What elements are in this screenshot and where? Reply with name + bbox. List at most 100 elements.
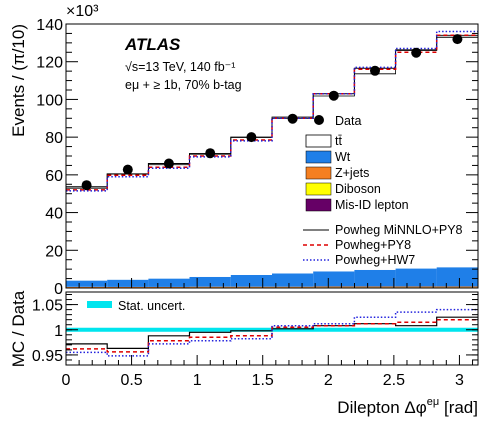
legend-item-zjets: Z+jets (305, 166, 369, 180)
data-point-2 (163, 158, 174, 169)
ratio-curve-1 (66, 318, 478, 353)
main-ytick-label-7: 140 (36, 17, 63, 34)
x-axis-title: Dilepton Δφeμ [rad] (337, 396, 478, 417)
data-point-4 (246, 132, 257, 143)
ratio-ytick-label-1: 1 (54, 323, 63, 340)
data-point-5 (287, 113, 298, 124)
ratio-xtick-label-2: 1 (193, 372, 202, 389)
stack-bar-zjets-0 (66, 286, 108, 288)
legend-item-data: Data (314, 114, 361, 128)
ratio-xtick-label-1: 0.5 (120, 372, 142, 389)
stack-bar-tt-3 (189, 153, 231, 277)
legend-item-ttbar: tt̄ (305, 134, 342, 148)
legend-wt-label: Wt (335, 150, 351, 164)
ratio-y-ticks: 0.95 1 1.05 (32, 294, 478, 365)
main-y-ticks: 0 20 40 60 80 100 120 140 (36, 17, 478, 298)
ratio-curve-0 (66, 316, 478, 349)
legend-data-label: Data (335, 114, 361, 128)
ratio-y-axis-title: MC / Data (9, 290, 28, 367)
legend-ttbar-label: tt̄ (335, 134, 342, 148)
legend-data-marker (314, 115, 324, 125)
data-point-7 (370, 65, 380, 76)
main-ytick-label-1: 20 (45, 243, 63, 260)
ratio-xtick-label-0: 0 (62, 372, 71, 389)
legend-stat-uncert-label: Stat. uncert. (118, 299, 185, 313)
legend-item-minnlo: Powheg MiNNLO+PY8 (303, 223, 463, 237)
legend-item-powheg-hw7: Powheg+HW7 (303, 253, 415, 267)
stack-bar-wt-5 (272, 273, 314, 287)
legend: Data tt̄ Wt Z+jets Diboson Mis-ID lepton (303, 114, 463, 267)
main-ytick-label-3: 60 (45, 168, 63, 185)
data-point-1 (122, 164, 133, 175)
data-points (81, 34, 463, 191)
legend-item-wt: Wt (305, 150, 351, 164)
legend-zjets-label: Z+jets (335, 166, 369, 180)
stack-bar-tt-2 (148, 164, 190, 279)
main-ytick-label-6: 120 (36, 55, 63, 72)
model-curves (66, 30, 478, 192)
stack-bar-zjets-1 (107, 286, 149, 288)
stack-bar-zjets-7 (354, 286, 396, 288)
legend-misid-label: Mis-ID lepton (335, 198, 409, 212)
legend-diboson-label: Diboson (335, 182, 381, 196)
data-point-3 (205, 148, 216, 159)
main-ytick-label-2: 40 (45, 206, 63, 223)
legend-powheg-hw7-label: Powheg+HW7 (335, 253, 415, 267)
legend-wt-swatch (305, 150, 332, 164)
y-scale-label: ×10³ (66, 3, 99, 20)
stack-bar-wt-0 (66, 280, 108, 287)
ratio-curves (66, 308, 478, 357)
main-y-axis-title: Events / (π/10) (9, 24, 28, 137)
legend-minnlo-label: Powheg MiNNLO+PY8 (335, 223, 463, 237)
data-point-0 (81, 180, 92, 191)
ratio-xtick-label-6: 3 (455, 372, 464, 389)
stack-bar-zjets-9 (436, 286, 478, 288)
ratio-ytick-label-0: 0.95 (32, 348, 63, 365)
data-point-8 (411, 47, 422, 58)
data-point-6 (328, 90, 339, 101)
main-ytick-label-0: 0 (54, 281, 63, 298)
legend-ttbar-swatch (305, 134, 332, 148)
stack-bar-wt-3 (189, 276, 231, 287)
stack-bar-wt-1 (107, 279, 149, 287)
legend-misid-swatch (305, 198, 332, 212)
legend-item-stat-uncert: Stat. uncert. (87, 299, 185, 313)
ratio-ytick-label-2: 1.05 (32, 298, 63, 315)
stack-bar-tt-7 (354, 73, 396, 270)
main-x-ticks (65, 278, 474, 288)
ratio-panel: 0.95 1 1.05 0 0.5 1 1.5 2 2.5 3 Stat. uncert. MC… (9, 290, 479, 417)
stack-bar-wt-4 (230, 275, 272, 287)
stack-bar-tt-8 (395, 49, 437, 269)
legend-powheg-py8-label: Powheg+PY8 (335, 238, 411, 252)
stack-bar-wt-7 (354, 269, 396, 287)
legend-zjets-swatch (305, 166, 332, 180)
legend-item-misid: Mis-ID lepton (305, 198, 409, 212)
data-point-9 (452, 34, 463, 45)
ratio-plot-frame (65, 291, 479, 366)
stack-bar-zjets-2 (148, 286, 190, 288)
legend-stat-uncert-swatch (87, 301, 112, 308)
stack-bar-wt-2 (148, 278, 190, 287)
ratio-xtick-label-3: 1.5 (252, 372, 274, 389)
stack-bar-zjets-8 (395, 286, 437, 288)
legend-diboson-swatch (305, 182, 332, 196)
main-ytick-label-5: 100 (36, 92, 63, 109)
ratio-xtick-label-5: 2.5 (383, 372, 405, 389)
ratio-x-ticks: 0 0.5 1 1.5 2 2.5 3 (62, 355, 474, 389)
stack-bar-wt-8 (395, 268, 437, 287)
stack-bar-tt-9 (436, 35, 478, 268)
atlas-label: ATLAS (124, 35, 181, 54)
stack-bar-zjets-4 (230, 286, 272, 288)
stack-bar-zjets-5 (272, 286, 314, 288)
stack-bar-tt-4 (230, 137, 272, 275)
stack-bar-wt-6 (313, 271, 355, 287)
stack-bar-tt-1 (107, 174, 149, 280)
stack-bar-wt-9 (436, 267, 478, 287)
lumi-label: √s=13 TeV, 140 fb⁻¹ (125, 60, 235, 74)
model-curve-2 (66, 30, 478, 192)
ratio-xtick-label-4: 2 (324, 372, 333, 389)
stack-bar-zjets-6 (313, 286, 355, 288)
legend-item-powheg-py8: Powheg+PY8 (303, 238, 411, 252)
